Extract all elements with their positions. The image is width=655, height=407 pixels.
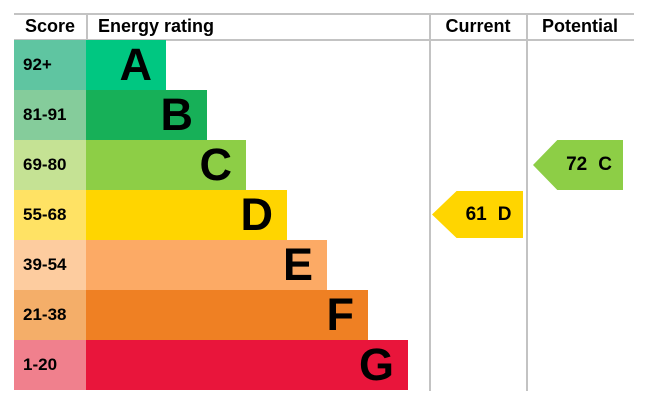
band-bar-b: B — [86, 90, 207, 140]
band-bar-f: F — [86, 290, 368, 340]
band-bar-d: D — [86, 190, 287, 240]
band-row-e: 39-54 E — [14, 240, 327, 290]
band-letter-g: G — [358, 339, 394, 390]
band-row-b: 81-91 B — [14, 90, 207, 140]
band-letter-a: A — [119, 39, 153, 90]
band-letter-f: F — [326, 289, 355, 340]
current-column-divider — [429, 14, 431, 391]
score-column-header: Score — [24, 16, 76, 36]
band-letter-b: B — [160, 89, 194, 140]
score-range-c: 69-80 — [14, 140, 86, 190]
score-range-g: 1-20 — [14, 340, 86, 390]
current-rating-band: D — [497, 203, 512, 225]
band-letter-c: C — [199, 139, 233, 190]
score-column-divider — [86, 14, 88, 40]
score-range-d: 55-68 — [14, 190, 86, 240]
potential-rating-arrow: 72 C — [533, 140, 623, 190]
potential-column-header: Potential — [541, 16, 618, 36]
band-row-d: 55-68 D — [14, 190, 287, 240]
current-rating-score: 61 — [465, 203, 487, 225]
potential-column-divider — [526, 14, 528, 391]
band-row-f: 21-38 F — [14, 290, 368, 340]
potential-rating-band: C — [598, 154, 612, 175]
energy-rating-column-header: Energy rating — [98, 16, 215, 36]
potential-rating-score: 72 — [566, 154, 588, 175]
band-letter-e: E — [282, 239, 313, 290]
score-range-e: 39-54 — [14, 240, 86, 290]
band-bar-c: C — [86, 140, 246, 190]
score-range-f: 21-38 — [14, 290, 86, 340]
band-row-g: 1-20 G — [14, 340, 408, 390]
band-bar-g: G — [86, 340, 408, 390]
current-column-header: Current — [445, 16, 511, 36]
current-rating-arrow: 61 D — [432, 191, 523, 238]
band-letter-d: D — [240, 189, 274, 240]
score-range-a: 92+ — [14, 40, 86, 90]
band-bar-a: A — [86, 40, 166, 90]
header-underline — [14, 39, 634, 41]
band-row-c: 69-80 C — [14, 140, 246, 190]
band-row-a: 92+ A — [14, 40, 166, 90]
score-range-b: 81-91 — [14, 90, 86, 140]
band-bar-e: E — [86, 240, 327, 290]
table-top-border — [14, 13, 634, 15]
